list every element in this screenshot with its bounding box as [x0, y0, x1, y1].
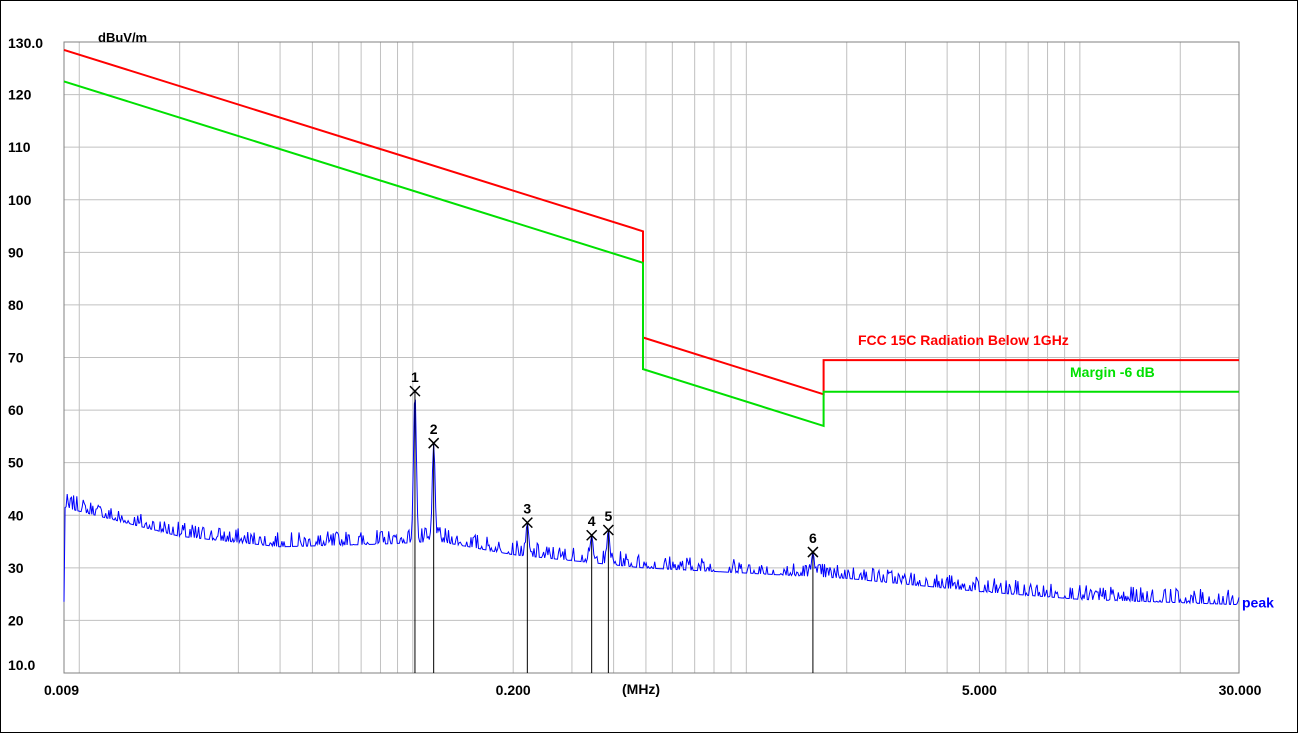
- marker-label: 3: [523, 501, 531, 517]
- x-tick-label: 30.000: [1219, 682, 1262, 698]
- x-axis-unit: (MHz): [622, 681, 660, 697]
- y-tick-label: 20: [8, 612, 24, 628]
- peak-trace: [63, 399, 1240, 605]
- limit-line: [63, 80, 1239, 428]
- x-tick-label: 0.200: [496, 682, 531, 698]
- plot-border: [63, 41, 1240, 674]
- y-tick-label: 30: [8, 560, 24, 576]
- y-tick-label: 10.0: [8, 657, 35, 673]
- marker-label: 5: [604, 508, 612, 524]
- marker-5: 5: [602, 508, 614, 673]
- limit-line: [63, 48, 1239, 396]
- marker-x: [602, 524, 614, 536]
- x-tick-label: 0.009: [44, 682, 79, 698]
- marker-x: [586, 529, 598, 541]
- y-tick-label: 90: [8, 244, 24, 260]
- marker-2: 2: [428, 421, 440, 673]
- marker-1: 1: [409, 369, 421, 673]
- y-tick-label: 120: [8, 87, 32, 103]
- marker-x: [428, 437, 440, 449]
- marker-x: [807, 546, 819, 558]
- y-tick-label: 60: [8, 402, 24, 418]
- x-tick-label: 5.000: [962, 682, 997, 698]
- label-margin: Margin -6 dB: [1070, 364, 1155, 380]
- y-tick-label: 80: [8, 297, 24, 313]
- marker-label: 1: [411, 369, 419, 385]
- marker-6: 6: [807, 530, 819, 673]
- limit-lines: [63, 48, 1239, 428]
- marker-x: [409, 385, 421, 397]
- markers: 1 2 3 4 5 6: [409, 369, 819, 673]
- peak-trace-line: [63, 399, 1240, 605]
- marker-3: 3: [521, 501, 533, 673]
- label-peak: peak: [1242, 595, 1274, 611]
- y-tick-label: 110: [8, 139, 31, 155]
- y-tick-label: 40: [8, 507, 24, 523]
- marker-x: [521, 517, 533, 529]
- y-tick-label: 130.0: [8, 35, 43, 51]
- y-axis-unit: dBuV/m: [98, 30, 147, 45]
- y-tick-label: 70: [8, 350, 24, 366]
- marker-label: 6: [809, 530, 817, 546]
- axis-labels: 130.0 120 110 100 90 80 70 60 50 40 30 20 10.0 0.009 0…: [8, 30, 1262, 698]
- label-fcc-limit: FCC 15C Radiation Below 1GHz: [858, 332, 1069, 348]
- marker-label: 2: [430, 421, 438, 437]
- marker-label: 4: [588, 513, 596, 529]
- y-tick-label: 100: [8, 192, 32, 208]
- marker-4: 4: [586, 513, 598, 673]
- y-tick-label: 50: [8, 455, 24, 471]
